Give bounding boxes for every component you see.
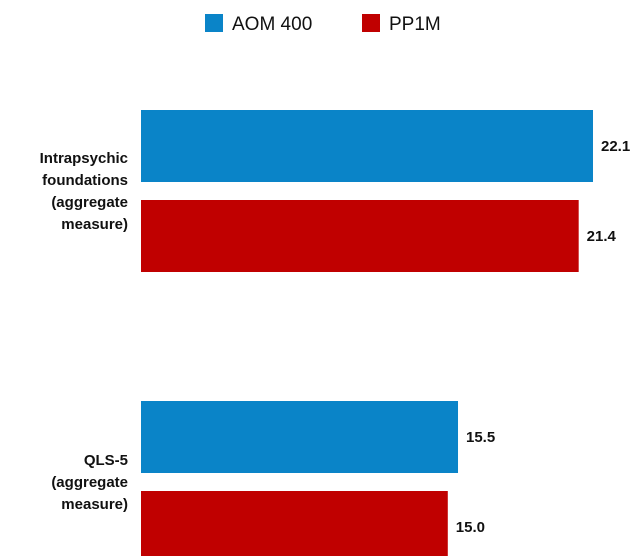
legend-label-aom-400: AOM 400: [232, 14, 312, 35]
bar-aom-400-1: [141, 401, 459, 473]
legend: AOM 400 PP1M: [205, 14, 441, 35]
legend-swatch-pp1m: [362, 14, 380, 32]
bar-pp1m-1: [141, 491, 448, 556]
category-label-line: (aggregate: [51, 474, 128, 491]
category-label-line: (aggregate: [51, 194, 128, 211]
legend-swatch-aom-400: [205, 14, 223, 32]
data-label-pp1m-0: 21.4: [587, 228, 617, 245]
category-label-0: Intrapsychic foundations (aggregate measure…: [40, 150, 128, 233]
data-label-aom-400-1: 15.5: [466, 429, 495, 446]
data-label-pp1m-1: 15.0: [456, 519, 485, 536]
bars: [141, 110, 593, 556]
category-label-line: measure): [61, 496, 128, 513]
category-label-line: Intrapsychic: [40, 150, 128, 167]
bar-pp1m-0: [141, 200, 579, 272]
category-labels: Intrapsychic foundations (aggregate measure…: [40, 150, 128, 513]
category-label-line: QLS-5: [84, 452, 128, 469]
bar-aom-400-0: [141, 110, 593, 182]
data-label-aom-400-0: 22.1: [601, 138, 630, 155]
category-label-line: measure): [61, 216, 128, 233]
category-label-line: foundations: [42, 172, 128, 189]
legend-label-pp1m: PP1M: [389, 14, 441, 35]
value-labels: 22.1 21.4 15.5 15.0: [456, 138, 630, 536]
category-label-1: QLS-5 (aggregate measure): [51, 452, 128, 513]
